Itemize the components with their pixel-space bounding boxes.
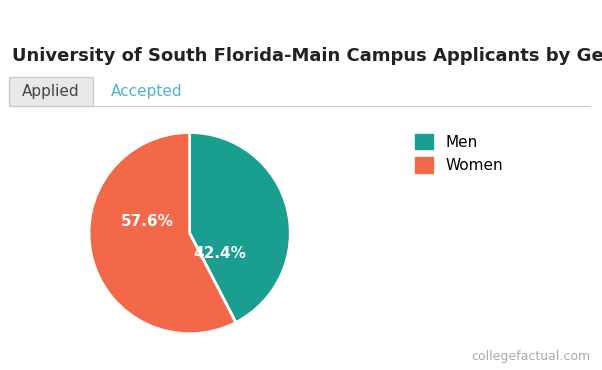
FancyBboxPatch shape — [9, 77, 93, 106]
Text: 42.4%: 42.4% — [193, 246, 246, 261]
Text: 57.6%: 57.6% — [121, 213, 174, 229]
Text: ✉: ✉ — [582, 8, 593, 22]
Legend: Men, Women: Men, Women — [409, 128, 509, 179]
Text: collegefactual.com: collegefactual.com — [471, 350, 590, 363]
Wedge shape — [190, 132, 290, 323]
Text: University of South Florida-Main Campus Applicants by Gender: University of South Florida-Main Campus … — [12, 47, 602, 65]
Wedge shape — [89, 132, 236, 334]
Text: Applied: Applied — [22, 84, 80, 99]
Text: Accepted: Accepted — [111, 84, 183, 99]
